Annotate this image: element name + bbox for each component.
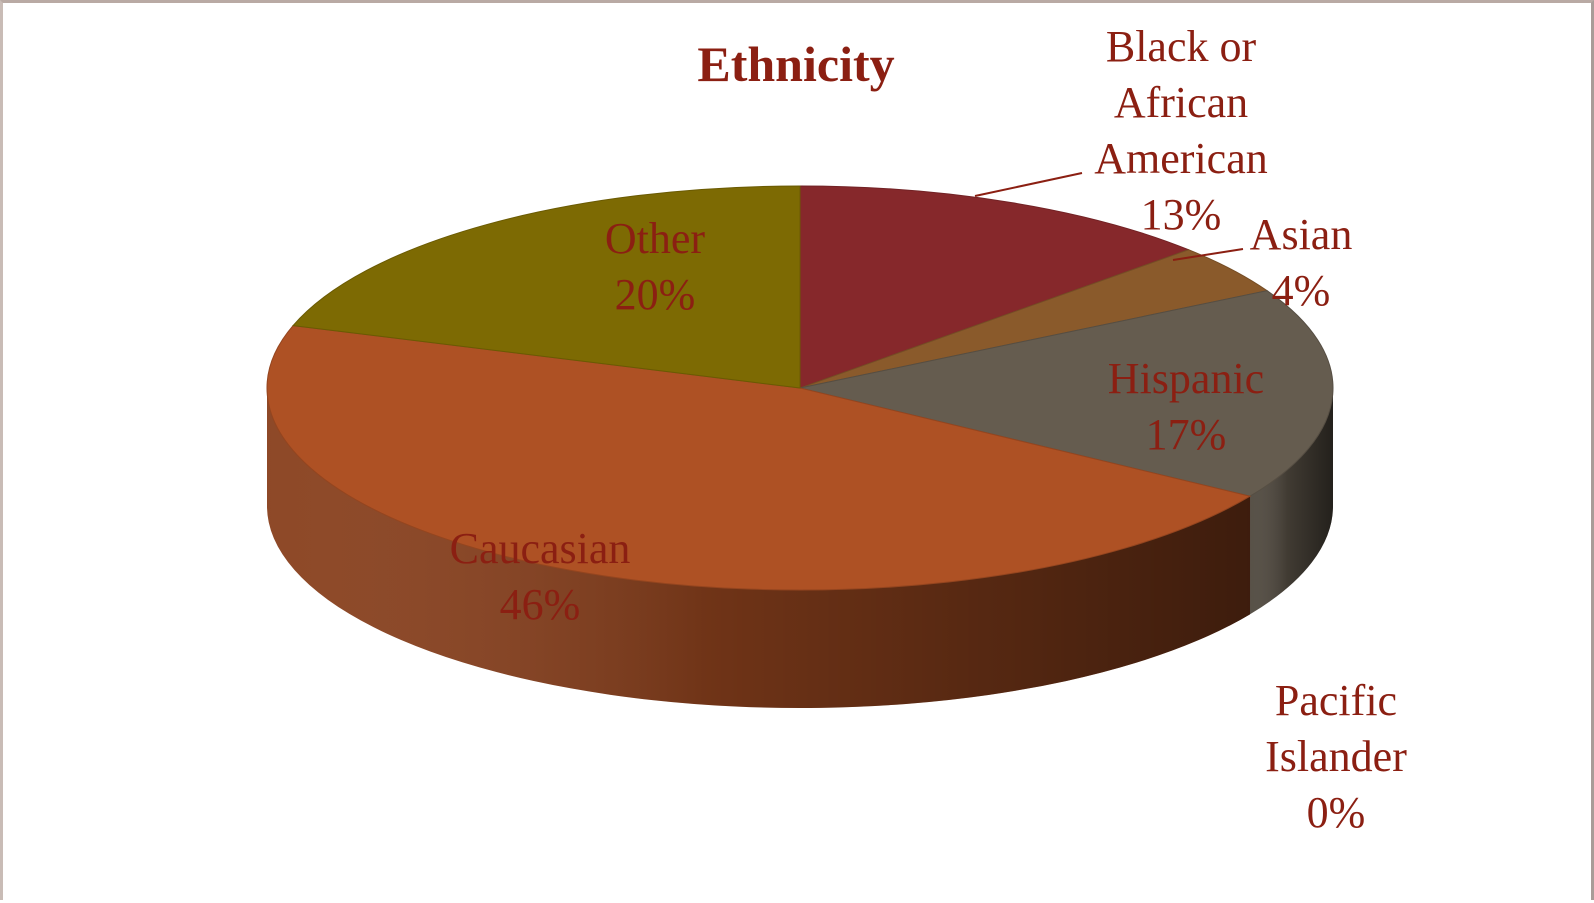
pie-side-shade-4 — [267, 388, 1251, 708]
slice-label-3: Pacific Islander 0% — [1265, 676, 1407, 837]
leader-line-0 — [974, 172, 1083, 197]
leader-line-1 — [1172, 248, 1244, 261]
chart-title: Ethnicity — [697, 36, 894, 92]
leader-lines — [974, 172, 1244, 261]
slice-label-4: Caucasian 46% — [450, 524, 631, 629]
slice-labels: Black or African American 13% Asian 4% Hispani… — [450, 22, 1408, 837]
pie-sides — [267, 388, 1333, 708]
slice-label-2: Hispanic 17% — [1108, 354, 1264, 459]
slice-label-0: Black or African American 13% — [1094, 22, 1267, 239]
pie-slice-0 — [799, 185, 1190, 389]
pie-slice-4 — [266, 325, 1252, 591]
slice-label-1: Asian 4% — [1250, 210, 1353, 315]
pie-tops — [266, 185, 1334, 591]
pie-chart: Black or African American 13% Asian 4% Hispani… — [266, 22, 1408, 837]
pie-slice-2 — [799, 290, 1334, 497]
pie-slice-5 — [292, 185, 801, 389]
slice-label-5: Other 20% — [605, 214, 706, 319]
